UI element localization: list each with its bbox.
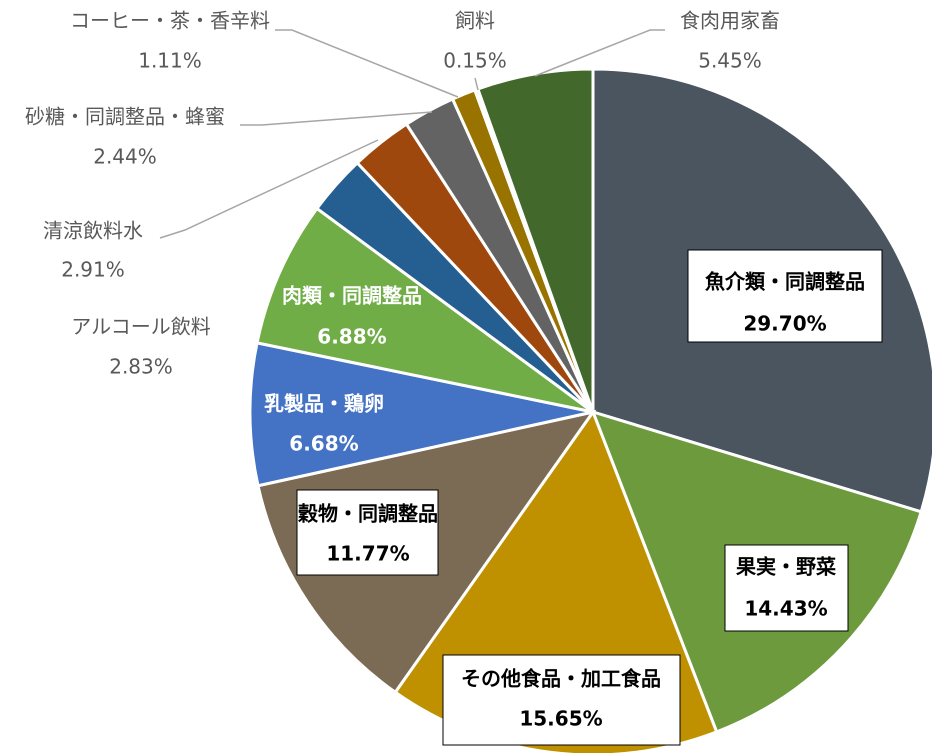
leader-line [275,29,459,98]
category-label: 飼料 [455,9,495,33]
value-label: 1.11% [138,49,202,73]
label-box [442,654,681,746]
value-label: 29.70% [743,312,826,336]
category-label: その他食品・加工食品 [461,667,661,691]
category-label: 果実・野菜 [736,555,836,579]
leader-line [534,29,665,77]
category-label: 穀物・同調整品 [298,502,438,526]
leader-line [159,139,379,239]
category-label: 清涼飲料水 [43,219,143,243]
value-label: 5.45% [698,49,762,73]
category-label: 魚介類・同調整品 [705,270,865,294]
value-label: 2.44% [93,145,157,169]
pie-slice [248,341,594,488]
category-label: 肉類・同調整品 [282,284,422,308]
value-label: 2.83% [109,355,173,379]
value-label: 15.65% [519,707,602,731]
value-label: 11.77% [326,542,409,566]
leader-line [474,77,479,91]
value-label: 14.43% [744,597,827,621]
leader-line [240,111,433,126]
category-label: 乳製品・鶏卵 [264,392,384,416]
category-label: 砂糖・同調整品・蜂蜜 [25,105,225,129]
value-label: 6.88% [317,325,386,349]
label-box [687,249,883,343]
pie-slice [255,206,594,414]
category-label: コーヒー・茶・香辛料 [70,9,270,33]
label-box [296,489,439,576]
value-label: 0.15% [443,49,507,73]
value-label: 2.91% [61,258,125,282]
value-label: 6.68% [289,432,358,456]
label-box [724,544,849,632]
category-label: 食肉用家畜 [680,9,780,33]
category-label: アルコール飲料 [71,315,210,339]
